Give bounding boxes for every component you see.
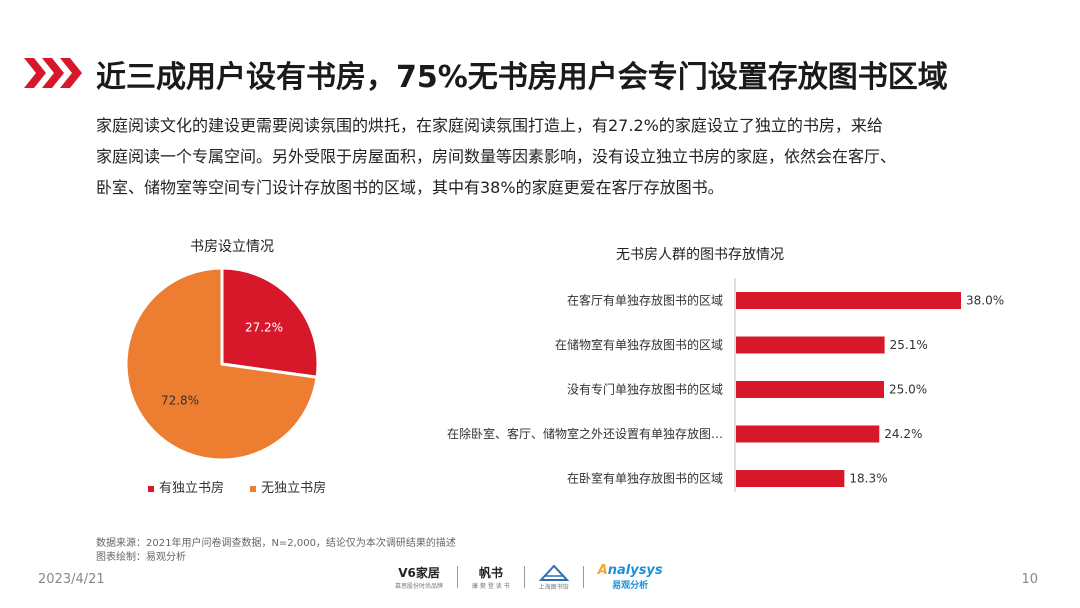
bar: [736, 336, 885, 354]
bar-value-label: 24.2%: [884, 427, 922, 441]
logo-divider: [582, 566, 584, 588]
intro-text: 家庭阅读文化的建设更需要阅读氛围的烘托，在家庭阅读氛围打造上，有27.2%的家庭…: [96, 110, 996, 203]
v6-logo-text: V6家居: [398, 566, 440, 580]
intro-line: 卧室、储物室等空间专门设计存放图书的区域，其中有38%的家庭更爱在客厅存放图书。: [96, 178, 724, 197]
bar-category-label: 在储物室有单独存放图书的区域: [555, 337, 723, 352]
bar-chart: 在客厅有单独存放图书的区域 38.0% 在储物室有单独存放图书的区域 25.1% 没有专…: [447, 278, 1004, 492]
legend-item: 有独立书房: [148, 477, 224, 496]
source-line: 数据来源：2021年用户问卷调查数据，N=2,000，结论仅为本次调研结果的描述: [96, 538, 456, 549]
bar-value-label: 25.0%: [889, 383, 927, 397]
bar: [736, 425, 880, 443]
legend-swatch: [250, 485, 257, 492]
pie-slice-label: 27.2%: [245, 320, 283, 334]
intro-line: 家庭阅读文化的建设更需要阅读氛围的烘托，在家庭阅读氛围打造上，有27.2%的家庭…: [96, 116, 883, 135]
legend-label: 有独立书房: [159, 481, 225, 496]
v6-logo: V6家居 慕思股份时尚品牌: [395, 564, 443, 590]
analysys-logo-a: A: [597, 563, 608, 578]
bar-value-label: 25.1%: [890, 338, 928, 352]
footer-date: 2023/4/21: [38, 572, 105, 587]
legend-item: 无独立书房: [250, 477, 326, 496]
bar-value-label: 18.3%: [849, 472, 887, 486]
page-number: 10: [1021, 572, 1038, 587]
library-logo: 上海图书馆: [538, 564, 569, 591]
source-line: 图表绘制：易观分析: [96, 552, 186, 563]
bar: [736, 470, 845, 487]
pie-chart: 27.2% 72.8%: [124, 266, 320, 462]
data-source: 数据来源：2021年用户问卷调查数据，N=2,000，结论仅为本次调研结果的描述…: [96, 537, 456, 565]
bar-chart-title: 无书房人群的图书存放情况: [616, 247, 784, 263]
pie-legend: 有独立书房 无独立书房: [148, 477, 348, 496]
pie-slice: [220, 266, 320, 379]
bar: [736, 381, 885, 398]
logo-divider: [523, 566, 525, 588]
analysys-logo-sub: 易观分析: [612, 581, 649, 591]
pie-slice: [124, 266, 319, 462]
analysys-logo-rest: nalysys: [607, 563, 663, 578]
partner-logos: V6家居 慕思股份时尚品牌 帆书 康 樊 登 读 书 上海图书馆 Analysy…: [395, 560, 677, 594]
pie-chart-title: 书房设立情况: [190, 239, 274, 255]
pie-slice-label: 72.8%: [161, 394, 199, 408]
bar-category-label: 在客厅有单独存放图书的区域: [567, 293, 723, 308]
legend-label: 无独立书房: [261, 481, 327, 496]
page-title: 近三成用户设有书房，75%无书房用户会专门设置存放图书区域: [96, 60, 948, 95]
fanshu-logo-text: 帆书: [478, 566, 503, 580]
fanshu-logo: 帆书 康 樊 登 读 书: [472, 564, 510, 590]
bar-category-label: 在除卧室、客厅、储物室之外还设置有单独存放图…: [447, 426, 723, 441]
analysys-logo: Analysys 易观分析: [598, 563, 663, 591]
library-logo-sub: 上海图书馆: [538, 583, 569, 591]
logo-divider: [457, 566, 459, 588]
analysys-logo-text: Analysys: [598, 563, 663, 578]
fanshu-logo-sub: 康 樊 登 读 书: [472, 583, 510, 590]
legend-swatch: [148, 485, 154, 492]
bar-category-label: 在卧室有单独存放图书的区域: [567, 471, 723, 486]
library-icon: [538, 564, 569, 581]
intro-line: 家庭阅读一个专属空间。另外受限于房屋面积，房间数量等因素影响，没有设立独立书房的…: [96, 147, 897, 166]
bar: [736, 292, 961, 309]
bar-value-label: 38.0%: [966, 294, 1004, 308]
v6-logo-sub: 慕思股份时尚品牌: [395, 583, 444, 590]
bar-category-label: 没有专门单独存放图书的区域: [567, 382, 723, 397]
chevron-arrows-icon: [24, 58, 82, 88]
